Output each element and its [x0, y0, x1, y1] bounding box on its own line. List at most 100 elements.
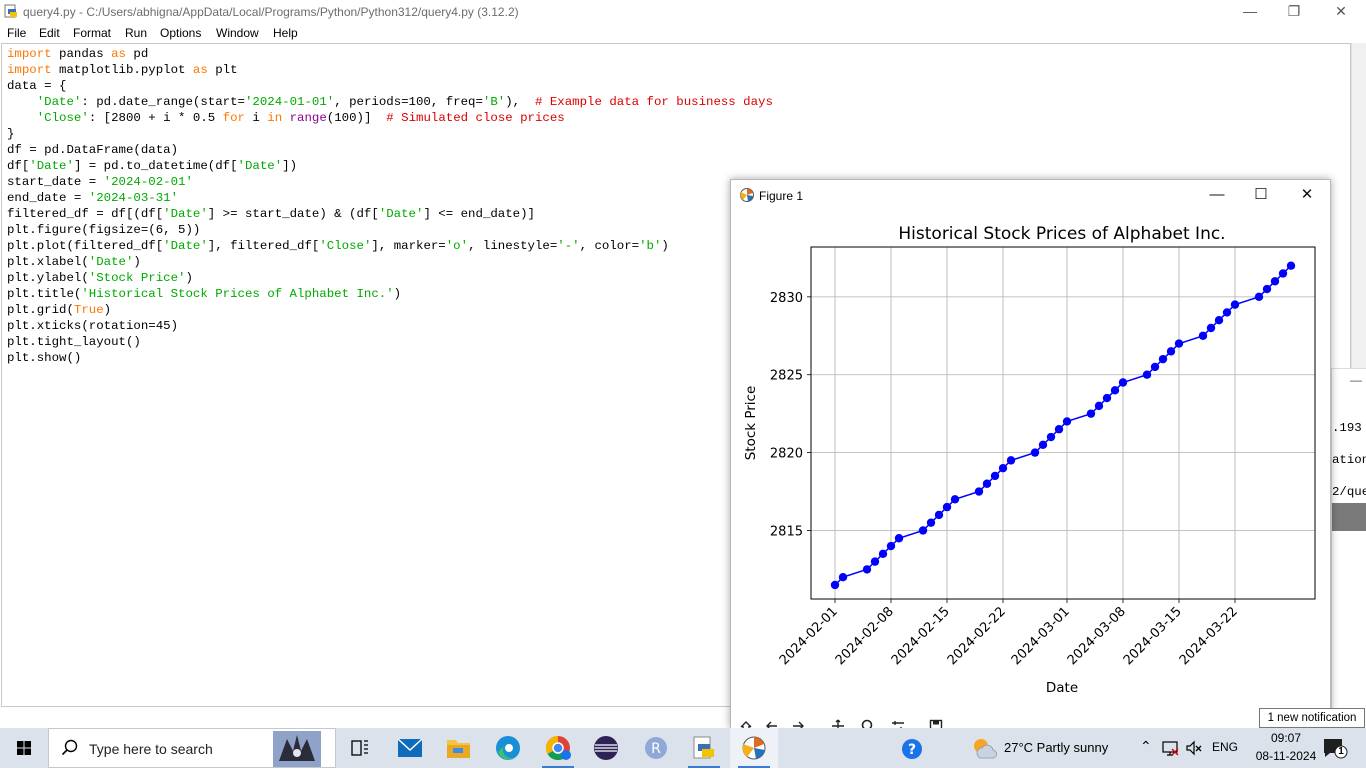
taskbar-search-box[interactable]: Type here to search — [48, 728, 336, 768]
code-line[interactable]: 'Date': pd.date_range(start='2024-01-01'… — [36, 95, 773, 109]
code-line[interactable]: plt.grid(True) — [7, 303, 112, 317]
menu-format[interactable]: Format — [73, 26, 112, 40]
data-point — [1142, 370, 1152, 379]
code-line[interactable]: plt.ylabel('Stock Price') — [7, 271, 193, 285]
data-point — [862, 565, 872, 574]
folder-icon — [447, 740, 470, 758]
figure-maximize-button[interactable]: ☐ — [1254, 186, 1268, 203]
menu-window[interactable]: Window — [216, 26, 259, 40]
code-line[interactable]: start_date = '2024-02-01' — [7, 175, 193, 189]
code-line[interactable]: } — [7, 127, 15, 141]
pan-icon[interactable] — [831, 719, 845, 729]
network-icon[interactable] — [1162, 739, 1180, 757]
idle-titlebar: query4.py - C:/Users/abhigna/AppData/Loc… — [0, 0, 1366, 24]
data-point — [990, 471, 1000, 481]
clock-date[interactable]: 08-11-2024 — [1255, 749, 1317, 763]
code-line[interactable]: plt.figure(figsize=(6, 5)) — [7, 223, 201, 237]
code-line[interactable]: end_date = '2024-03-31' — [7, 191, 179, 205]
data-point — [1054, 425, 1064, 434]
taskbar-r[interactable]: R — [632, 728, 680, 768]
menu-help[interactable]: Help — [273, 26, 298, 40]
data-point — [1118, 378, 1128, 387]
background-shell-window[interactable]: — .193 ation 2/que — [1331, 368, 1366, 708]
maximize-button[interactable]: ❐ — [1287, 3, 1301, 19]
code-line[interactable]: plt.show() — [7, 351, 82, 365]
taskbar-matplotlib-figure[interactable] — [730, 728, 778, 768]
code-line[interactable]: df = pd.DataFrame(data) — [7, 143, 179, 157]
task-view-button[interactable] — [336, 728, 384, 768]
taskbar-python-idle[interactable] — [680, 728, 728, 768]
x-tick-label: 2024-03-08 — [1065, 604, 1129, 668]
code-line[interactable]: import pandas as pd — [7, 47, 149, 61]
data-point — [974, 487, 984, 496]
clock-time[interactable]: 09:07 — [1270, 731, 1302, 745]
data-point — [1110, 386, 1120, 395]
taskbar-mail[interactable] — [386, 728, 434, 768]
code-line[interactable]: plt.plot(filtered_df['Date'], filtered_d… — [7, 239, 669, 253]
data-point — [870, 557, 880, 566]
code-line[interactable]: plt.tight_layout() — [7, 335, 141, 349]
data-point — [1150, 362, 1160, 372]
y-axis-label: Stock Price — [743, 386, 759, 461]
idle-window-title: query4.py - C:/Users/abhigna/AppData/Loc… — [23, 5, 519, 19]
data-point — [1038, 440, 1048, 450]
data-point — [1046, 432, 1056, 442]
code-text[interactable]: import pandas as pd import matplotlib.pyp… — [7, 46, 773, 366]
tray-overflow-chevron-icon[interactable]: ⌃ — [1140, 738, 1152, 754]
menu-options[interactable]: Options — [160, 26, 202, 40]
action-center-button[interactable]: 1 — [1322, 736, 1348, 760]
taskbar-edge[interactable] — [484, 728, 532, 768]
volume-muted-icon[interactable] — [1185, 739, 1203, 757]
shell-text-fragment: .193 — [1332, 421, 1362, 435]
eclipse-icon — [594, 736, 618, 760]
data-point — [1102, 393, 1112, 403]
code-line[interactable]: plt.xticks(rotation=45) — [7, 319, 179, 333]
data-point — [1094, 401, 1104, 411]
menu-edit[interactable]: Edit — [39, 26, 60, 40]
code-line[interactable]: df['Date'] = pd.to_datetime(df['Date']) — [7, 159, 298, 173]
data-point — [1166, 347, 1176, 356]
data-point — [942, 502, 952, 512]
weather-text[interactable]: 27°C Partly sunny — [1004, 740, 1109, 755]
start-button[interactable] — [0, 728, 48, 768]
language-indicator[interactable]: ENG — [1212, 740, 1239, 754]
close-button[interactable]: ✕ — [1335, 3, 1347, 19]
code-line[interactable]: 'Close': [2800 + i * 0.5 for i in range(… — [36, 111, 565, 125]
task-view-icon — [351, 740, 368, 756]
data-point — [1222, 308, 1232, 317]
code-line[interactable]: import matplotlib.pyplot as plt — [7, 63, 238, 77]
windows-logo-icon — [17, 741, 31, 755]
figure-close-button[interactable]: ✕ — [1300, 186, 1314, 203]
code-line[interactable]: plt.xlabel('Date') — [7, 255, 141, 269]
minimize-button[interactable]: — — [1243, 3, 1257, 19]
chart-grid — [811, 247, 1315, 599]
menu-run[interactable]: Run — [125, 26, 148, 40]
taskbar: Type here to search — [0, 728, 1366, 768]
code-line[interactable]: plt.title('Historical Stock Prices of Al… — [7, 287, 402, 301]
data-point — [838, 572, 848, 582]
help-icon[interactable]: ? — [900, 737, 924, 761]
data-point — [1174, 339, 1184, 348]
taskbar-file-explorer[interactable] — [434, 728, 482, 768]
taskbar-eclipse[interactable] — [582, 728, 630, 768]
home-icon[interactable] — [739, 719, 753, 729]
shell-selection-bar — [1332, 503, 1366, 531]
figure-window[interactable]: Figure 1 — ☐ ✕ Historical Stock Prices o… — [730, 179, 1331, 729]
save-icon[interactable] — [929, 719, 943, 729]
data-point — [934, 510, 944, 520]
code-line[interactable]: filtered_df = df[(df['Date'] >= start_da… — [7, 207, 535, 221]
configure-subplots-icon[interactable] — [891, 719, 905, 729]
search-highlight-image — [273, 731, 321, 767]
figure-toolbar — [731, 715, 1330, 729]
code-line[interactable]: data = { — [7, 79, 67, 93]
data-point — [1286, 261, 1296, 270]
menu-file[interactable]: File — [7, 26, 27, 40]
figure-minimize-button[interactable]: — — [1209, 186, 1225, 203]
zoom-icon[interactable] — [861, 719, 875, 729]
data-point — [1062, 417, 1072, 426]
x-tick-label: 2024-02-15 — [889, 604, 953, 668]
shell-minimize-icon[interactable]: — — [1350, 373, 1362, 387]
taskbar-chrome[interactable] — [534, 728, 582, 768]
data-point — [1206, 323, 1216, 333]
stock-price-chart: Historical Stock Prices of Alphabet Inc.… — [743, 224, 1316, 696]
